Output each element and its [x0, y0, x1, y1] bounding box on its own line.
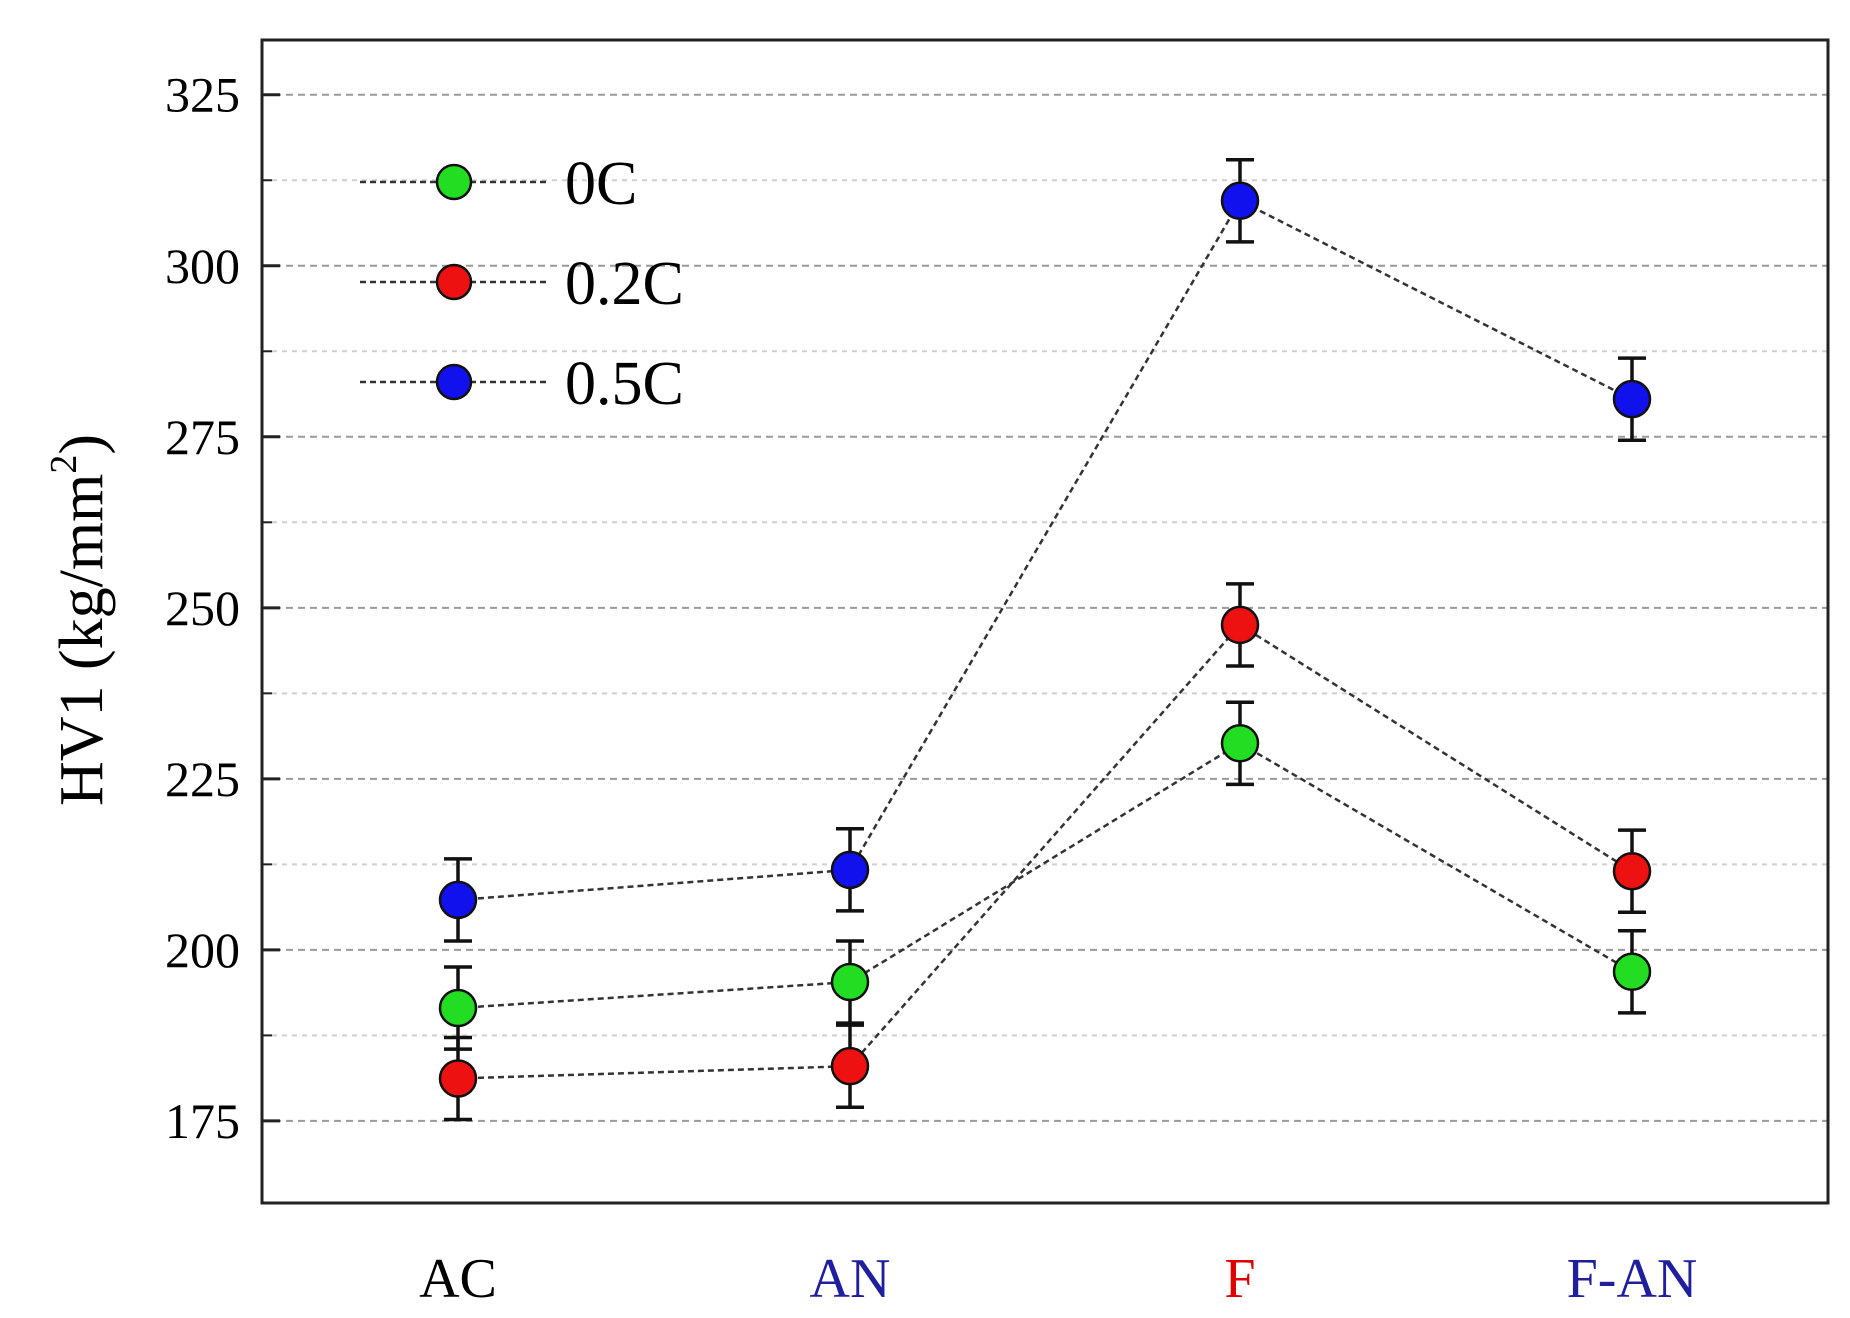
legend-label-0.5C: 0.5C [565, 350, 684, 418]
legend-marker-0.2C [435, 263, 473, 301]
data-point-0C-f-an [1612, 952, 1652, 992]
grid-lines [262, 93, 1828, 1122]
x-category-label-an: AN [810, 1248, 891, 1310]
data-point-0C-an [830, 962, 870, 1002]
y-axis-title-superscript: 2 [43, 455, 85, 474]
data-point-0C-ac [438, 988, 478, 1028]
plot-frame [260, 38, 1830, 1205]
data-point-0C-f [1220, 724, 1260, 763]
y-tick-label-0: 175 [165, 1093, 240, 1149]
x-category-label-f: F [1224, 1248, 1255, 1310]
data-point-0.5C-ac [438, 880, 478, 920]
data-point-0.2C-f [1220, 605, 1260, 645]
series-line-0C [457, 741, 1633, 1010]
x-category-label-f-an: F-AN [1567, 1248, 1698, 1310]
y-tick-label-3: 250 [165, 580, 240, 636]
legend-marker-0C [435, 163, 473, 201]
x-axis-labels: AC AN F F-AN [419, 1248, 1697, 1310]
legend-marker-0.5C [435, 363, 473, 401]
legend: 0C 0.2C 0.5C [360, 150, 684, 418]
y-tick-label-1: 200 [165, 922, 240, 978]
data-point-0.5C-f-an [1612, 379, 1652, 419]
y-axis-title-main: HV1 (kg/mm [48, 474, 116, 806]
y-tick-label-2: 225 [165, 751, 240, 807]
data-point-0.2C-f-an [1612, 851, 1652, 891]
x-category-label-ac: AC [419, 1248, 497, 1310]
series-0C [438, 700, 1652, 1051]
data-point-0.2C-an [830, 1046, 870, 1086]
y-tick-label-6: 325 [165, 67, 240, 123]
data-point-0.5C-f [1220, 181, 1260, 221]
y-axis-title: HV1 (kg/mm2) [43, 434, 116, 806]
y-tick-label-5: 300 [165, 238, 240, 294]
series-0.2C [438, 582, 1652, 1122]
y-tick-label-4: 275 [165, 409, 240, 465]
legend-label-0.2C: 0.2C [565, 250, 684, 318]
legend-label-0C: 0C [565, 150, 637, 218]
series-line-0.2C [457, 623, 1633, 1080]
data-point-0.2C-ac [438, 1059, 478, 1098]
series-line-0.5C [457, 199, 1633, 902]
series-0.5C [438, 157, 1652, 943]
y-axis-ticks: 175 200 225 250 275 300 325 [165, 67, 280, 1149]
data-point-0.5C-an [830, 850, 870, 890]
data-series [438, 157, 1652, 1122]
y-axis-title-close: ) [48, 434, 116, 455]
